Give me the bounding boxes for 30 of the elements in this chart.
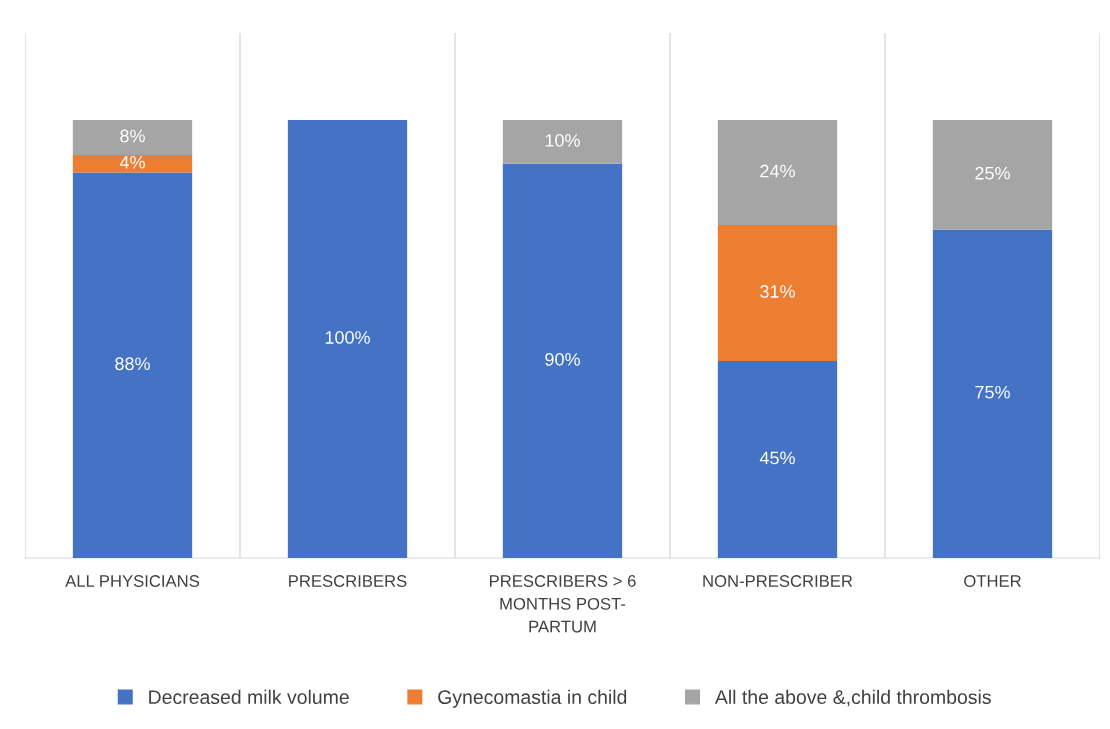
data-label: 24% [760, 164, 795, 178]
legend-label: Decreased milk volume [149, 689, 349, 705]
legend-label: All the above &,child thrombosis [714, 689, 991, 707]
data-label: 45% [759, 451, 795, 465]
data-label: 31% [760, 285, 795, 298]
data-label: 90% [545, 352, 580, 366]
bar [502, 120, 623, 164]
x-tick-label: ALL PHYSICIANS [65, 575, 200, 587]
x-tick-label: PRESCRIBERS [289, 575, 407, 587]
legend-label: Gynecomastia in child [438, 689, 627, 708]
data-label: 4% [119, 155, 145, 169]
x-tick-label: NON-PRESCRIBER [703, 575, 853, 587]
bar [717, 360, 838, 558]
data-label: 75% [975, 385, 1010, 399]
bar [72, 172, 193, 558]
bar [72, 155, 193, 173]
bar [717, 225, 838, 361]
bar [72, 120, 193, 156]
data-label: 88% [115, 357, 150, 371]
data-label: 25% [975, 166, 1010, 180]
bar [717, 120, 838, 226]
bar [502, 163, 623, 558]
bar [287, 120, 408, 558]
data-label: 10% [545, 133, 580, 147]
x-tick-label: OTHER [964, 575, 1021, 587]
data-label: 8% [120, 129, 145, 143]
data-label: 100% [325, 331, 370, 344]
bar [932, 120, 1053, 230]
x-tick-label: PRESCRIBERS > 6 MONTHS POST- PARTUM [490, 575, 636, 633]
bar [932, 229, 1053, 558]
